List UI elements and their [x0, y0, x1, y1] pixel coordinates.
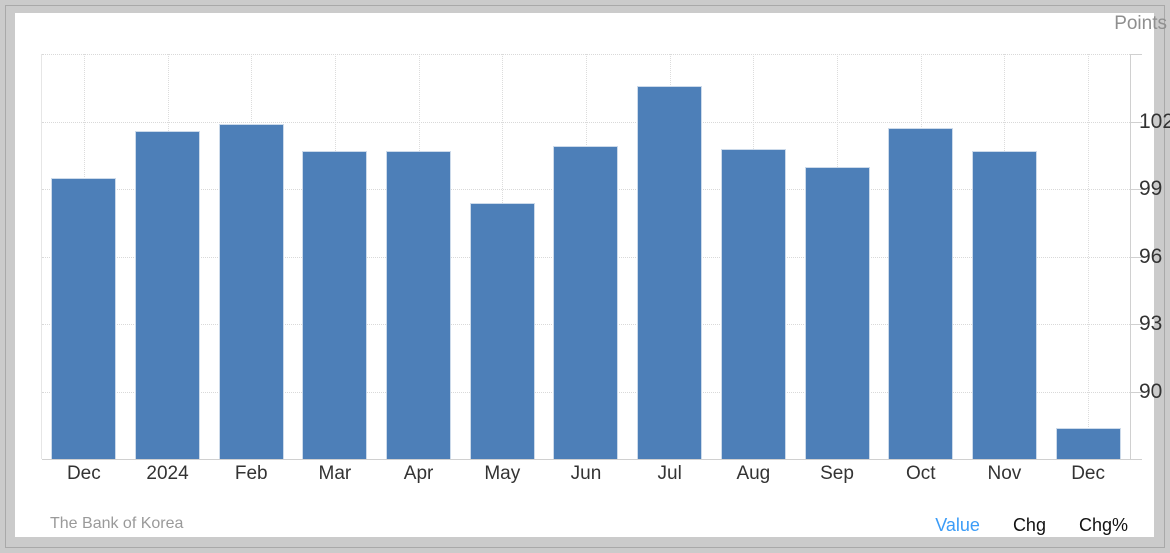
x-axis-label: Apr [403, 463, 434, 484]
bar-slot [460, 54, 544, 459]
bar[interactable] [720, 148, 786, 459]
y-axis-tick-label: 96 [1139, 244, 1163, 268]
bar[interactable] [51, 177, 117, 459]
bar[interactable] [135, 130, 201, 459]
y-axis-tick-label: 102 [1139, 109, 1170, 133]
bar-slot [795, 54, 879, 459]
y-axis-tick [1130, 256, 1142, 258]
x-axis-label: Dec [66, 463, 101, 484]
series-toggle-value[interactable]: Value [935, 515, 980, 535]
bar[interactable] [469, 202, 535, 459]
bar[interactable] [804, 166, 870, 459]
series-toggle-group: Value Chg Chg% [935, 513, 1128, 537]
y-axis-tick-label: 99 [1139, 177, 1163, 200]
y-axis-tick [1130, 189, 1142, 190]
bar-slot [293, 54, 377, 459]
bar[interactable] [553, 146, 619, 459]
x-axis-label: Jun [570, 463, 602, 484]
bar-slot [42, 54, 126, 459]
x-axis-label: Jul [657, 463, 682, 484]
bar[interactable] [1055, 427, 1121, 459]
bar[interactable] [971, 150, 1037, 459]
bar-slot [544, 54, 628, 459]
y-axis-unit-label: Points [1114, 13, 1167, 34]
x-axis-label: Mar [318, 463, 352, 484]
x-axis-line [42, 459, 1142, 460]
bar[interactable] [218, 123, 284, 459]
grid-line-vertical [1088, 54, 1090, 459]
bar[interactable] [302, 150, 368, 459]
x-axis-label: May [484, 463, 521, 484]
y-axis-tick [1130, 54, 1142, 55]
bar-slot [126, 54, 210, 459]
plot-area: Dec 2024 Feb Mar Apr May Jun Jul Aug Sep Oct Nov Dec… [41, 54, 1170, 484]
bar-slot [628, 54, 712, 459]
bar-slot [963, 54, 1047, 459]
x-axis-label: Dec [1071, 463, 1105, 484]
x-axis-label: Oct [905, 463, 936, 484]
x-axis-label: Feb [234, 463, 268, 484]
chart-panel: Dec 2024 Feb Mar Apr May Jun Jul Aug Sep Oct Nov Dec… [15, 13, 1170, 537]
x-axis-label: Nov [987, 463, 1022, 484]
bar-slot [1046, 54, 1130, 459]
series-toggle-chgpct[interactable]: Chg% [1078, 515, 1128, 535]
bar-slot [377, 54, 461, 459]
x-axis-label: Sep [820, 463, 854, 484]
bar-slot [879, 54, 963, 459]
bar[interactable] [888, 128, 954, 459]
x-axis-label: 2024 [146, 463, 189, 484]
bar-slot [712, 54, 796, 459]
x-axis-labels: Dec 2024 Feb Mar Apr May Jun Jul Aug Sep Oct Nov Dec [42, 460, 1130, 486]
y-axis-tick-label: 90 [1139, 379, 1163, 403]
y-axis-tick [1130, 324, 1142, 325]
source-link[interactable]: The Bank of Korea [50, 515, 184, 532]
y-axis-tick-label: 93 [1139, 312, 1163, 335]
x-axis-label: Aug [736, 463, 771, 484]
y-axis-tick [1130, 391, 1142, 393]
bars-layer [42, 54, 1130, 459]
bar-slot [209, 54, 293, 459]
bar[interactable] [637, 85, 703, 459]
y-axis-tick [1130, 121, 1142, 123]
bar[interactable] [386, 150, 452, 459]
series-toggle-chg[interactable]: Chg [1012, 515, 1046, 535]
